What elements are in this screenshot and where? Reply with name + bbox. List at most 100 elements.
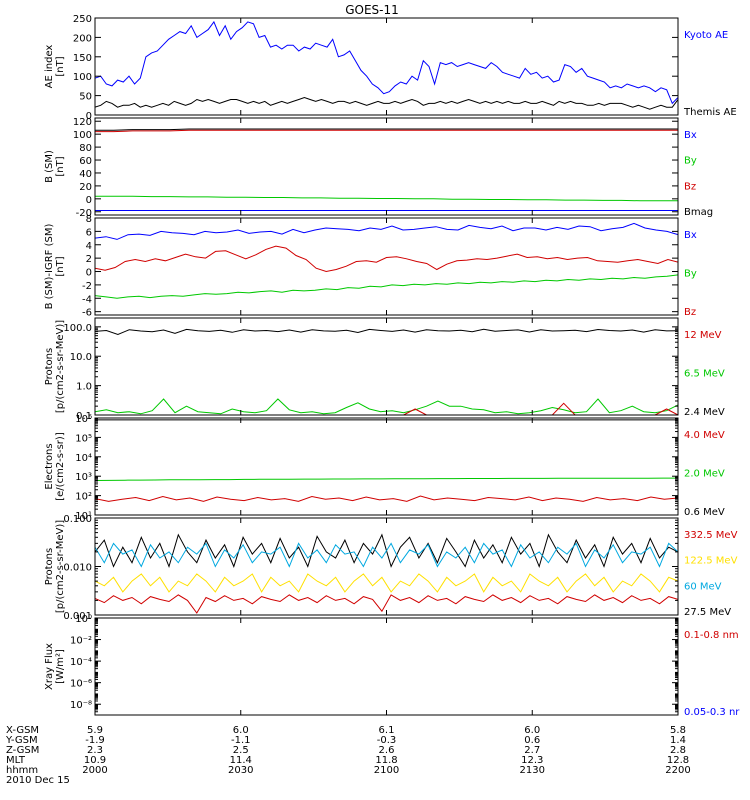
y-tick-label: -4: [82, 294, 92, 305]
footer-row-label: hhmm: [6, 765, 38, 776]
y-axis-label: [e/(cm2-s-sr)]: [55, 432, 66, 501]
y-tick-label: 100.0: [63, 323, 92, 334]
y-tick-label: 10⁻⁶: [70, 679, 92, 690]
y-tick-label: -2: [82, 281, 92, 292]
legend-entry: 6.5 MeV: [684, 369, 725, 380]
y-tick-label: 10⁻⁸: [70, 700, 92, 711]
footer-row-label: MLT: [6, 755, 26, 766]
panel-5: 10¹ 10² 10³ 10⁴ 10⁵ 10⁶ Electrons [e/(cm2-s-sr)…: [44, 414, 725, 522]
panel-frame: [94, 417, 679, 516]
legend-entry: By: [684, 269, 697, 280]
legend-entry: 122.5 MeV: [684, 556, 738, 567]
y-axis-label: [nT]: [55, 56, 66, 76]
series-line-2-0-mev: [95, 477, 678, 481]
y-axis-label: Xray Flux: [44, 643, 55, 690]
footer-value: 2030: [228, 765, 253, 776]
legend-entry: Kyoto AE: [684, 30, 728, 41]
footer-value: 0.6: [524, 735, 540, 746]
y-tick-label: 10⁻²: [70, 636, 92, 647]
footer-value: 12.8: [667, 755, 689, 766]
panel-4: 0.1 1.0 10.0 100.0 Protons [p/(cm2-s-sr-MeV)]…: [44, 317, 725, 422]
footer-value: -0.3: [377, 735, 397, 746]
legend-entry: 0.05-0.3 nr: [684, 707, 740, 718]
footer-value: 5.9: [87, 725, 103, 736]
legend-entry: 332.5 MeV: [684, 530, 738, 541]
y-tick-label: 80: [79, 143, 92, 154]
footer-date: 2010 Dec 15: [6, 775, 70, 786]
series-line-bmag: [95, 128, 678, 131]
series-line-kyoto-ae: [95, 20, 678, 105]
y-tick-label: 1.0: [76, 382, 92, 393]
panel-6: 0.001 0.010 0.100 Protons [p/(cm2-s-sr-MeV)]…: [44, 514, 738, 622]
y-tick-label: 0.100: [63, 514, 92, 525]
panel-frame: [94, 317, 679, 416]
y-axis-label: AE index: [44, 45, 55, 89]
chart-title: GOES-11: [345, 3, 399, 17]
panel-frame: [94, 517, 679, 616]
footer-row-label: Z-GSM: [6, 745, 39, 756]
y-axis-label: [W/m²]: [55, 649, 66, 684]
y-tick-label: 10³: [75, 472, 92, 483]
y-tick-label: 0.010: [63, 563, 92, 574]
series-line-by: [95, 274, 678, 299]
series-line-by: [95, 195, 678, 202]
y-tick-label: 0.1: [76, 411, 92, 422]
series-line-bz: [95, 245, 678, 273]
y-tick-label: 10.0: [70, 352, 92, 363]
y-tick-label: 0: [86, 111, 92, 122]
y-tick-label: 50: [79, 92, 92, 103]
series-line-bx: [95, 222, 678, 240]
series-line-2-4-mev: [95, 328, 678, 336]
y-tick-label: 40: [79, 169, 92, 180]
y-tick-label: 10⁴: [75, 453, 92, 464]
y-tick-label: 20: [79, 182, 92, 193]
y-tick-label: 150: [73, 53, 92, 64]
y-tick-label: 200: [73, 33, 92, 44]
y-tick-label: 10¹: [75, 511, 92, 522]
footer-value: 2.5: [233, 745, 249, 756]
y-tick-label: 10⁵: [75, 433, 92, 444]
footer-value: 2130: [520, 765, 545, 776]
y-tick-label: 0: [86, 268, 92, 279]
footer-value: 1.4: [670, 735, 686, 746]
series-line-4-0-mev: [95, 495, 678, 502]
panel-7: 10⁻⁸ 10⁻⁶ 10⁻⁴ 10⁻² 10⁰ Xray Flux [W/m²] 0.1-0.…: [44, 614, 740, 718]
y-tick-label: -6: [82, 308, 92, 319]
y-tick-label: 8: [86, 214, 92, 225]
series-line-bz: [95, 129, 678, 133]
legend-entry: 27.5 MeV: [684, 607, 731, 618]
footer-value: 2.3: [87, 745, 103, 756]
y-tick-label: -20: [76, 208, 92, 219]
series-line-122-5-mev: [95, 573, 678, 593]
y-tick-label: 10⁰: [75, 614, 92, 625]
footer-value: 6.1: [379, 725, 395, 736]
footer-value: 2100: [374, 765, 399, 776]
legend-entry: 60 MeV: [684, 581, 722, 592]
y-tick-label: 10²: [75, 492, 92, 503]
y-tick-label: 100: [73, 72, 92, 83]
y-axis-label: [nT]: [55, 256, 66, 276]
panel-frame: [94, 617, 679, 716]
legend-entry: Bz: [684, 307, 696, 318]
legend-entry: Themis AE: [683, 107, 737, 118]
y-tick-label: 0: [86, 195, 92, 206]
y-tick-label: 4: [86, 241, 92, 252]
y-tick-label: 250: [73, 14, 92, 25]
y-axis-label: [p/(cm2-s-sr-MeV)]: [55, 320, 66, 413]
y-axis-label: B (SM): [44, 150, 55, 183]
legend-entry: 2.4 MeV: [684, 407, 725, 418]
legend-entry: 0.1-0.8 nm: [684, 630, 739, 641]
y-tick-label: 100: [73, 130, 92, 141]
footer-value: 2200: [665, 765, 690, 776]
y-axis-label: B (SM)-IGRF (SM): [44, 224, 55, 310]
footer-value: -1.1: [231, 735, 251, 746]
legend-entry: 0.6 MeV: [684, 507, 725, 518]
footer-value: 6.0: [524, 725, 540, 736]
y-axis-label: Protons: [44, 348, 55, 385]
footer-value: 10.9: [84, 755, 106, 766]
y-tick-label: 120: [73, 117, 92, 128]
series-line-332-5-mev: [95, 594, 678, 614]
y-axis-label: Protons: [44, 548, 55, 585]
footer-value: 2.8: [670, 745, 686, 756]
